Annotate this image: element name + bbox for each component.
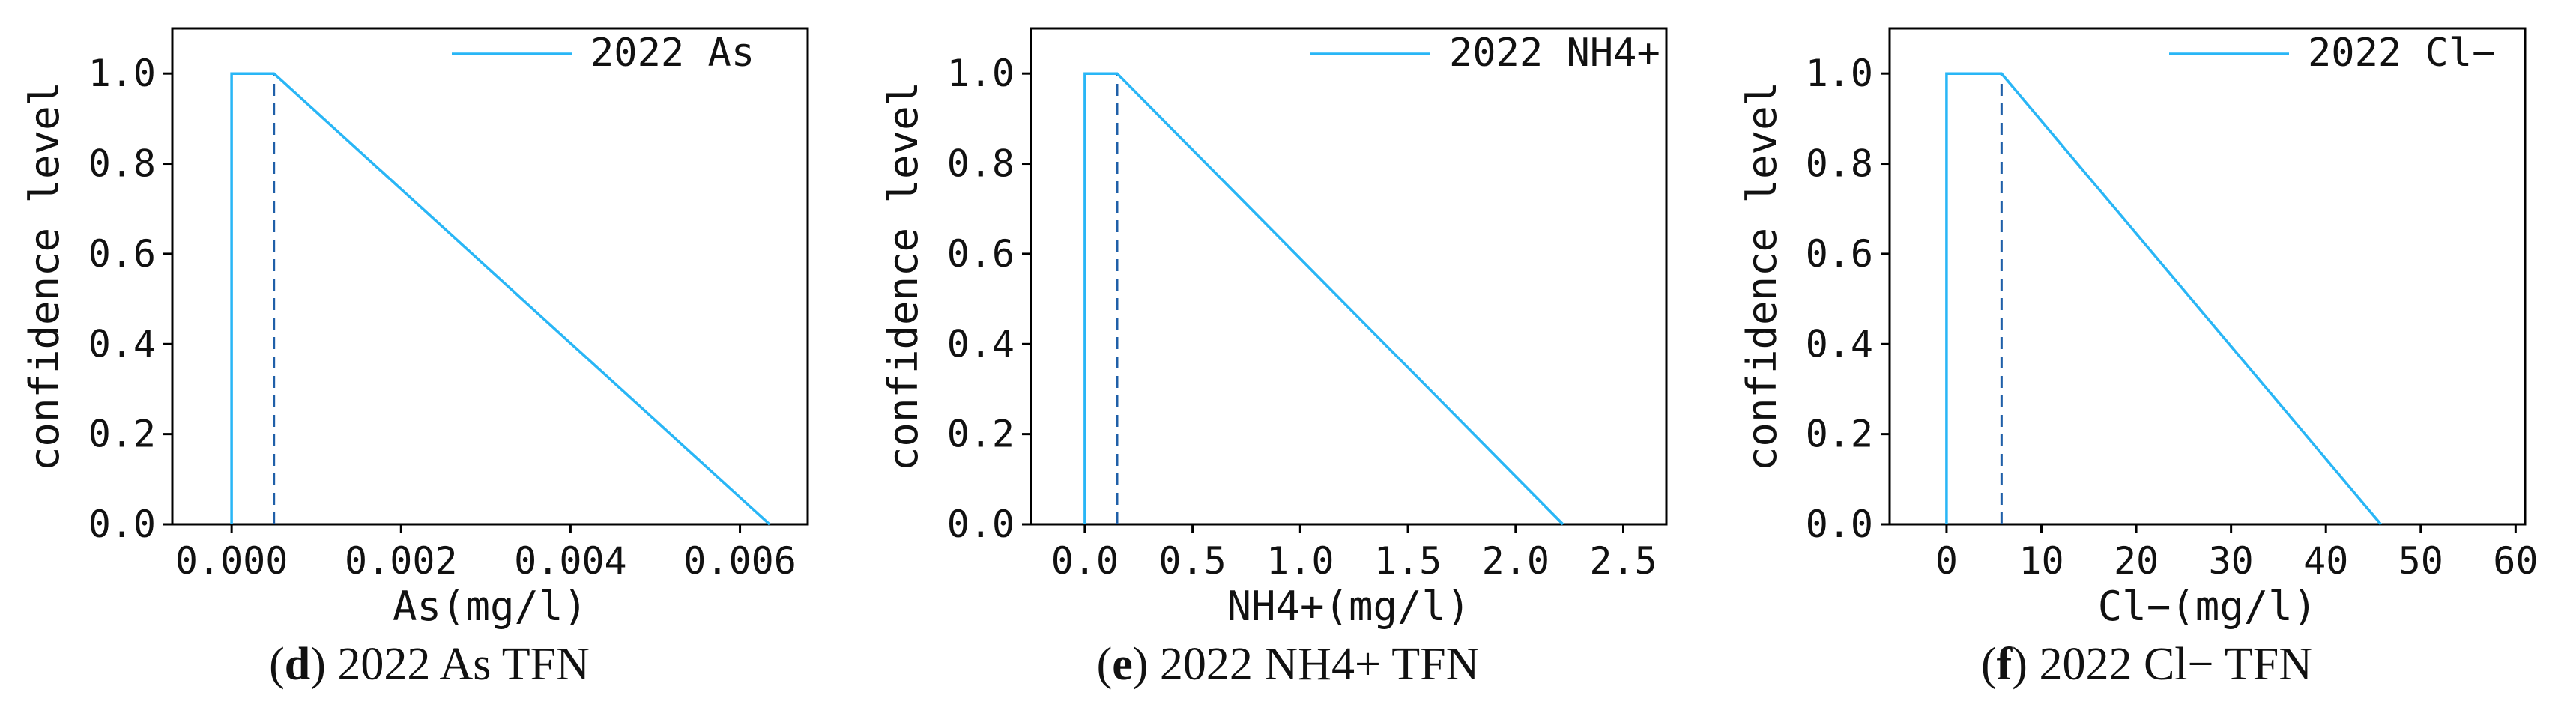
y-tick-label: 0.0 bbox=[88, 503, 156, 546]
x-tick-label: 1.0 bbox=[1266, 539, 1334, 583]
y-tick-label: 0.0 bbox=[947, 503, 1015, 546]
x-axis-label: Cl−(mg/l) bbox=[2098, 583, 2318, 630]
x-tick-label: 0.006 bbox=[683, 539, 796, 583]
y-tick-label: 0.8 bbox=[1806, 142, 1873, 186]
caption-paren-open: ( bbox=[269, 639, 285, 690]
x-axis-label: NH4+(mg/l) bbox=[1227, 583, 1470, 630]
y-tick-label: 0.8 bbox=[947, 142, 1015, 186]
caption-text: 2022 As TFN bbox=[325, 639, 590, 690]
caption-f: (f) 2022 Cl− TFN bbox=[1717, 638, 2576, 691]
chart-d: 0.0 0.2 0.4 0.6 0.8 1.0 0.000 0.002 0.004 0.006 co… bbox=[21, 27, 809, 630]
y-tick-label: 0.6 bbox=[947, 232, 1015, 276]
x-tick-label: 2.0 bbox=[1482, 539, 1549, 583]
caption-text: 2022 NH4+ TFN bbox=[1148, 639, 1480, 690]
y-tick-label: 0.6 bbox=[1806, 232, 1873, 276]
y-tick-label: 0.2 bbox=[1806, 413, 1873, 456]
x-tick-label: 0.5 bbox=[1158, 539, 1226, 583]
x-tick-label: 20 bbox=[2114, 539, 2159, 583]
y-tick-label: 0.6 bbox=[88, 232, 156, 276]
caption-d: (d) 2022 As TFN bbox=[0, 638, 859, 691]
series-line bbox=[230, 72, 771, 526]
y-tick-label: 0.4 bbox=[947, 322, 1015, 365]
y-tick-label: 1.0 bbox=[88, 52, 156, 95]
caption-e: (e) 2022 NH4+ TFN bbox=[859, 638, 1717, 691]
x-tick-label: 0.000 bbox=[175, 539, 288, 583]
series-line bbox=[1083, 72, 1564, 526]
caption-paren-close: ) bbox=[1132, 639, 1149, 690]
chart-panel-f: 0.0 0.2 0.4 0.6 0.8 1.0 0 10 20 30 40 50 60 confidenc… bbox=[1717, 0, 2576, 719]
caption-paren-open: ( bbox=[1096, 639, 1113, 690]
y-axis-label: confidence level bbox=[21, 82, 68, 471]
x-tick-label: 30 bbox=[2209, 539, 2254, 583]
x-tick-label: 10 bbox=[2019, 539, 2063, 583]
caption-tag: e bbox=[1112, 639, 1133, 690]
caption-tag: f bbox=[1996, 639, 2013, 690]
plot-frame bbox=[1030, 27, 1668, 526]
plot-frame bbox=[171, 27, 809, 526]
legend-label: 2022 As bbox=[590, 31, 755, 76]
x-axis-label: As(mg/l) bbox=[393, 583, 587, 630]
y-tick-label: 0.2 bbox=[947, 413, 1015, 456]
y-tick-label: 0.2 bbox=[88, 413, 156, 456]
x-tick-label: 0 bbox=[1935, 539, 1958, 583]
x-tick-label: 2.5 bbox=[1589, 539, 1657, 583]
legend-label: 2022 NH4+ bbox=[1449, 31, 1660, 76]
x-tick-label: 0.0 bbox=[1051, 539, 1119, 583]
chart-e: 0.0 0.2 0.4 0.6 0.8 1.0 0.0 0.5 1.0 1.5 2.0 2.5 conf… bbox=[880, 27, 1668, 630]
x-tick-label: 0.004 bbox=[514, 539, 627, 583]
plot-frame bbox=[1888, 27, 2527, 526]
caption-paren-close: ) bbox=[310, 639, 326, 690]
y-tick-label: 0.4 bbox=[88, 322, 156, 365]
y-tick-label: 1.0 bbox=[947, 52, 1015, 95]
y-tick-label: 1.0 bbox=[1806, 52, 1873, 95]
chart-f: 0.0 0.2 0.4 0.6 0.8 1.0 0 10 20 30 40 50 60 confidenc… bbox=[1738, 27, 2538, 630]
caption-paren-open: ( bbox=[1980, 639, 1997, 690]
series-line bbox=[1945, 72, 2382, 526]
x-tick-label: 60 bbox=[2493, 539, 2538, 583]
y-axis-label: confidence level bbox=[880, 82, 927, 471]
x-tick-label: 50 bbox=[2398, 539, 2443, 583]
y-tick-label: 0.8 bbox=[88, 142, 156, 186]
caption-text: 2022 Cl− TFN bbox=[2027, 639, 2313, 690]
caption-tag: d bbox=[284, 639, 311, 690]
x-tick-label: 0.002 bbox=[345, 539, 458, 583]
x-tick-label: 1.5 bbox=[1374, 539, 1442, 583]
y-tick-label: 0.0 bbox=[1806, 503, 1873, 546]
chart-panel-e: 0.0 0.2 0.4 0.6 0.8 1.0 0.0 0.5 1.0 1.5 2.0 2.5 conf… bbox=[859, 0, 1717, 719]
caption-paren-close: ) bbox=[2012, 639, 2028, 690]
y-axis-label: confidence level bbox=[1738, 82, 1786, 471]
y-tick-label: 0.4 bbox=[1806, 322, 1873, 365]
legend-label: 2022 Cl− bbox=[2308, 31, 2495, 76]
x-tick-label: 40 bbox=[2303, 539, 2348, 583]
chart-panel-d: 0.0 0.2 0.4 0.6 0.8 1.0 0.000 0.002 0.004 0.006 co… bbox=[0, 0, 859, 719]
